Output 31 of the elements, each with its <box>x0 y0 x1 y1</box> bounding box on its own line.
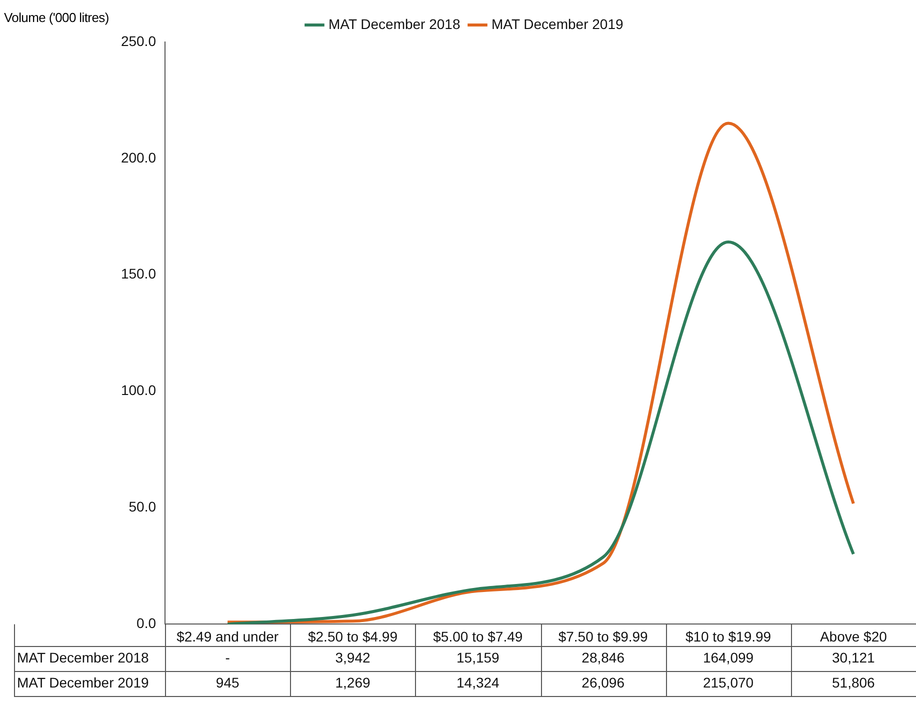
y-tick-label: 250.0 <box>120 32 156 49</box>
text: MAT December 2018 <box>17 650 149 666</box>
x-tick-label: $7.50 to $9.99 <box>558 628 648 644</box>
line-series <box>226 122 855 624</box>
text: MAT December 2019 <box>17 674 149 691</box>
text: 14,324 <box>456 674 500 691</box>
y-tick-label: 50.0 <box>128 498 156 515</box>
legend-label: MAT December 2018 <box>328 16 460 32</box>
text: 1,269 <box>335 674 370 691</box>
x-tick-label: Above $20 <box>820 628 888 644</box>
x-tick-label: $10 to $19.99 <box>685 628 772 644</box>
text: 30,121 <box>832 650 876 666</box>
text: 26,096 <box>582 674 625 691</box>
text: 945 <box>216 674 240 691</box>
y-tick-label: 200.0 <box>120 149 156 166</box>
y-tick-label: 0.0 <box>136 615 156 632</box>
x-tick-label: $2.50 to $4.99 <box>308 628 398 644</box>
text: 215,070 <box>702 674 754 691</box>
text: 3,942 <box>335 650 370 666</box>
text: 15,159 <box>456 650 500 666</box>
y-tick-label: 100.0 <box>120 382 156 398</box>
y-axis-title: Volume ('000 litres) <box>4 10 109 25</box>
y-tick-label: 150.0 <box>120 266 156 282</box>
legend-label: MAT December 2019 <box>492 16 624 32</box>
text: 28,846 <box>582 650 625 666</box>
text: - <box>225 650 230 666</box>
x-tick-label: $2.49 and under <box>176 628 279 644</box>
text: 164,099 <box>702 650 754 666</box>
x-tick-label: $5.00 to $7.49 <box>433 628 523 644</box>
line-series <box>226 240 855 624</box>
text: 51,806 <box>832 674 876 691</box>
